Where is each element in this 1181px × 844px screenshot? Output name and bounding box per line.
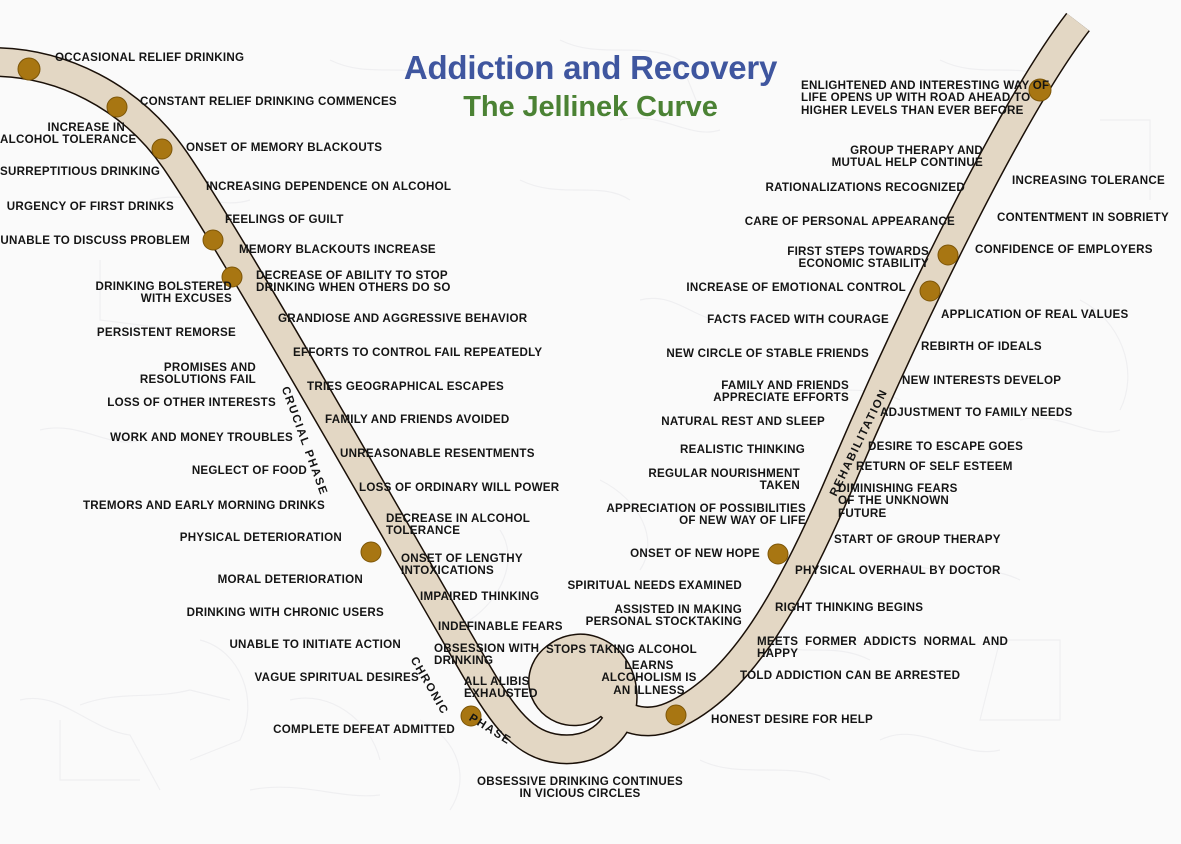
increase-in-alcohol-tolerance: INCREASE IN ALCOHOL TOLERANCE	[0, 121, 137, 147]
tries-geographical-escapes: TRIES GEOGRAPHICAL ESCAPES	[307, 380, 504, 393]
promises-and-resolutions-fail: PROMISES AND RESOLUTIONS FAIL	[139, 361, 256, 387]
return-of-self-esteem: RETURN OF SELF ESTEEM	[856, 460, 1013, 473]
first-steps-towards-economic-stability: FIRST STEPS TOWARDS ECONOMIC STABILITY	[787, 245, 929, 271]
vague-spiritual-desires: VAGUE SPIRITUAL DESIRES	[254, 671, 419, 684]
facts-faced-with-courage: FACTS FACED WITH COURAGE	[707, 313, 889, 326]
regular-nourishment-taken: REGULAR NOURISHMENT TAKEN	[648, 467, 800, 493]
loss-of-other-interests: LOSS OF OTHER INTERESTS	[107, 396, 276, 409]
complete-defeat-admitted: COMPLETE DEFEAT ADMITTED	[273, 723, 455, 736]
stops-taking-alcohol: STOPS TAKING ALCOHOL	[546, 643, 697, 656]
honest-desire-for-help: HONEST DESIRE FOR HELP	[711, 713, 874, 726]
physical-deterioration: PHYSICAL DETERIORATION	[179, 531, 342, 544]
marker-complete-defeat	[460, 705, 482, 727]
neglect-of-food: NEGLECT OF FOOD	[191, 464, 307, 477]
marker-onset-new-hope	[767, 543, 789, 565]
marker-drinking-bolstered	[221, 266, 243, 288]
start-of-group-therapy: START OF GROUP THERAPY	[834, 533, 1001, 546]
realistic-thinking: REALISTIC THINKING	[680, 443, 805, 456]
marker-increase-emotional-control	[919, 280, 941, 302]
appreciation-of-possibilities: APPRECIATION OF POSSIBILITIES OF NEW WAY…	[606, 502, 806, 528]
confidence-of-employers: CONFIDENCE OF EMPLOYERS	[975, 243, 1153, 256]
loss-of-ordinary-will-power: LOSS OF ORDINARY WILL POWER	[359, 481, 560, 494]
spiritual-needs-examined: SPIRITUAL NEEDS EXAMINED	[567, 579, 742, 592]
contentment-in-sobriety: CONTENTMENT IN SOBRIETY	[997, 211, 1169, 224]
new-circle-of-stable-friends: NEW CIRCLE OF STABLE FRIENDS	[666, 347, 869, 360]
new-interests-develop: NEW INTERESTS DEVELOP	[902, 374, 1062, 387]
drinking-with-chronic-users: DRINKING WITH CHRONIC USERS	[186, 606, 384, 619]
indefinable-fears: INDEFINABLE FEARS	[438, 620, 563, 633]
family-and-friends-appreciate-efforts: FAMILY AND FRIENDS APPRECIATE EFFORTS	[713, 379, 849, 405]
enlightened-way-of-life-opens-up: ENLIGHTENED AND INTERESTING WAY OF LIFE …	[801, 79, 1050, 117]
marker-honest-desire	[665, 704, 687, 726]
moral-deterioration: MORAL DETERIORATION	[217, 573, 363, 586]
marker-onset-lengthy-intox	[360, 541, 382, 563]
rebirth-of-ideals: REBIRTH OF IDEALS	[921, 340, 1042, 353]
told-addiction-can-be-arrested: TOLD ADDICTION CAN BE ARRESTED	[740, 669, 961, 682]
increasing-dependence-on-alcohol: INCREASING DEPENDENCE ON ALCOHOL	[206, 180, 452, 193]
rationalizations-recognized: RATIONALIZATIONS RECOGNIZED	[765, 181, 965, 194]
unreasonable-resentments: UNREASONABLE RESENTMENTS	[340, 447, 535, 460]
feelings-of-guilt: FEELINGS OF GUILT	[225, 213, 344, 226]
marker-enlightened-way	[1028, 78, 1052, 102]
tremors-and-early-morning-drinks: TREMORS AND EARLY MORNING DRINKS	[82, 499, 325, 512]
occasional-relief-drinking: OCCASIONAL RELIEF DRINKING	[55, 51, 245, 64]
onset-of-lengthy-intoxications: ONSET OF LENGTHY INTOXICATIONS	[401, 552, 523, 578]
urgency-of-first-drinks: URGENCY OF FIRST DRINKS	[6, 200, 174, 213]
marker-constant-relief-drinking	[106, 96, 128, 118]
increase-of-emotional-control: INCREASE OF EMOTIONAL CONTROL	[686, 281, 906, 294]
marker-first-steps-economic	[937, 244, 959, 266]
obsession-with-drinking: OBSESSION WITH DRINKING	[434, 642, 540, 668]
surreptitious-drinking: SURREPTITIOUS DRINKING	[0, 165, 161, 178]
unable-to-discuss-problem: UNABLE TO DISCUSS PROBLEM	[0, 234, 190, 247]
persistent-remorse: PERSISTENT REMORSE	[96, 326, 236, 339]
memory-blackouts-increase: MEMORY BLACKOUTS INCREASE	[239, 243, 436, 256]
assisted-in-making-personal-stocktaking: ASSISTED IN MAKING PERSONAL STOCKTAKING	[585, 603, 742, 629]
meets-former-addicts-normal-and-happy: MEETS FORMER ADDICTS NORMAL AND HAPPY	[757, 635, 1009, 661]
obsessive-drinking-continues: OBSESSIVE DRINKING CONTINUES IN VICIOUS …	[476, 775, 684, 801]
natural-rest-and-sleep: NATURAL REST AND SLEEP	[661, 415, 825, 428]
constant-relief-drinking-commences: CONSTANT RELIEF DRINKING COMMENCES	[140, 95, 397, 108]
care-of-personal-appearance: CARE OF PERSONAL APPEARANCE	[744, 215, 955, 228]
drinking-bolstered-with-excuses: DRINKING BOLSTERED WITH EXCUSES	[95, 280, 232, 306]
adjustment-to-family-needs: ADJUSTMENT TO FAMILY NEEDS	[880, 406, 1073, 419]
application-of-real-values: APPLICATION OF REAL VALUES	[941, 308, 1129, 321]
group-therapy-and-mutual-help-continue: GROUP THERAPY AND MUTUAL HELP CONTINUE	[831, 144, 983, 170]
grandiose-and-aggressive-behavior: GRANDIOSE AND AGGRESSIVE BEHAVIOR	[278, 312, 528, 325]
family-and-friends-avoided: FAMILY AND FRIENDS AVOIDED	[325, 413, 510, 426]
unable-to-initiate-action: UNABLE TO INITIATE ACTION	[229, 638, 401, 651]
all-alibis-exhausted: ALL ALIBIS EXHAUSTED	[464, 675, 538, 701]
impaired-thinking: IMPAIRED THINKING	[420, 590, 540, 603]
marker-onset-memory-blackouts	[151, 138, 173, 160]
onset-of-new-hope: ONSET OF NEW HOPE	[630, 547, 760, 560]
learns-alcoholism-is-an-illness: LEARNS ALCOHOLISM IS AN ILLNESS	[601, 659, 697, 697]
increasing-tolerance: INCREASING TOLERANCE	[1012, 174, 1165, 187]
marker-unable-discuss-problem	[202, 229, 224, 251]
marker-occasional-relief-drinking	[17, 57, 41, 81]
decrease-in-alcohol-tolerance: DECREASE IN ALCOHOL TOLERANCE	[386, 512, 531, 538]
work-and-money-troubles: WORK AND MONEY TROUBLES	[110, 431, 293, 444]
right-thinking-begins: RIGHT THINKING BEGINS	[775, 601, 924, 614]
physical-overhaul-by-doctor: PHYSICAL OVERHAUL BY DOCTOR	[795, 564, 1001, 577]
onset-of-memory-blackouts: ONSET OF MEMORY BLACKOUTS	[186, 141, 383, 154]
desire-to-escape-goes: DESIRE TO ESCAPE GOES	[868, 440, 1024, 453]
diminishing-fears-of-the-unknown-future: DIMINISHING FEARS OF THE UNKNOWN FUTURE	[838, 482, 958, 520]
decrease-of-ability-to-stop-drinking: DECREASE OF ABILITY TO STOP DRINKING WHE…	[256, 269, 451, 295]
efforts-to-control-fail-repeatedly: EFFORTS TO CONTROL FAIL REPEATEDLY	[293, 346, 543, 359]
